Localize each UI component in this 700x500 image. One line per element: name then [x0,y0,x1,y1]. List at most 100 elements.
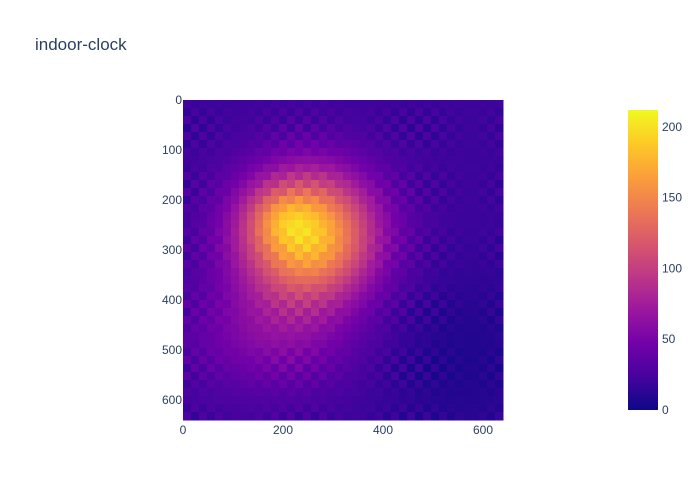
heatmap-cell [455,404,464,413]
heatmap-cell [479,356,488,365]
heatmap-cell [335,188,344,197]
heatmap-cell [431,172,440,181]
heatmap-cell [239,348,248,357]
heatmap-cell [287,268,296,277]
heatmap-cell [383,412,392,421]
heatmap-cell [455,180,464,189]
heatmap-cell [351,228,360,237]
heatmap-cell [295,300,304,309]
heatmap-cell [343,244,352,253]
heatmap-cell [295,404,304,413]
heatmap-cell [359,276,368,285]
heatmap-cell [343,268,352,277]
heatmap-cell [247,252,256,261]
heatmap-cell [207,244,216,253]
heatmap-cell [191,292,200,301]
heatmap-cell [415,188,424,197]
heatmap-cell [399,124,408,133]
heatmap-cell [319,100,328,109]
heatmap-cell [439,156,448,165]
heatmap-cell [447,172,456,181]
heatmap-cell [359,332,368,341]
heatmap-cell [343,292,352,301]
heatmap-cell [247,100,256,109]
heatmap-cell [287,324,296,333]
heatmap-cell [239,124,248,133]
heatmap-cell [495,132,504,141]
heatmap-cell [207,308,216,317]
heatmap-cell [215,356,224,365]
heatmap-cell [415,340,424,349]
heatmap-cell [439,260,448,269]
heatmap-cell [375,244,384,253]
heatmap-cell [463,196,472,205]
heatmap-cell [359,380,368,389]
heatmap-cell [303,308,312,317]
heatmap-cell [495,292,504,301]
heatmap-cell [479,284,488,293]
heatmap-cell [223,268,232,277]
heatmap-cell [455,220,464,229]
heatmap-cell [471,132,480,141]
heatmap-cell [231,132,240,141]
heatmap-cell [231,316,240,325]
heatmap-cell [431,276,440,285]
heatmap-cell [423,348,432,357]
heatmap-cell [359,372,368,381]
heatmap-cell [223,284,232,293]
heatmap-cell [391,116,400,125]
heatmap-cell [479,332,488,341]
heatmap-cell [279,132,288,141]
heatmap-cell [207,388,216,397]
heatmap-cell [463,140,472,149]
heatmap-cell [471,284,480,293]
heatmap-cell [351,268,360,277]
heatmap-cell [359,364,368,373]
heatmap-cell [255,140,264,149]
heatmap-cell [303,252,312,261]
heatmap-cell [207,340,216,349]
heatmap-cell [223,252,232,261]
heatmap-cell [311,188,320,197]
heatmap-cell [479,292,488,301]
heatmap-cell [327,116,336,125]
heatmap-cell [279,340,288,349]
heatmap-cell [423,212,432,221]
heatmap-cell [407,324,416,333]
heatmap-cell [199,380,208,389]
heatmap-cell [327,356,336,365]
heatmap-cell [255,324,264,333]
heatmap-cell [279,212,288,221]
heatmap-cell [495,340,504,349]
heatmap-cell [223,180,232,189]
heatmap-cell [383,316,392,325]
heatmap-cell [343,164,352,173]
heatmap-plot-area [183,100,504,421]
heatmap-cell [495,404,504,413]
heatmap-cell [471,268,480,277]
heatmap-cell [399,324,408,333]
heatmap-cell [263,260,272,269]
heatmap-cell [415,300,424,309]
heatmap-cell [463,156,472,165]
heatmap-cell [367,260,376,269]
heatmap-cell [479,172,488,181]
heatmap-cell [311,380,320,389]
heatmap-cell [311,212,320,221]
heatmap-cell [471,108,480,117]
heatmap-cell [199,212,208,221]
heatmap-cell [199,364,208,373]
heatmap-cell [383,396,392,405]
heatmap-cell [487,220,496,229]
heatmap-cell [319,124,328,133]
heatmap-cell [327,252,336,261]
heatmap-cell [239,276,248,285]
heatmap-cell [319,292,328,301]
heatmap-cell [479,372,488,381]
heatmap-cell [335,300,344,309]
heatmap-cell [407,412,416,421]
heatmap-cell [327,308,336,317]
heatmap-cell [391,292,400,301]
heatmap-cell [479,164,488,173]
heatmap-cell [391,276,400,285]
